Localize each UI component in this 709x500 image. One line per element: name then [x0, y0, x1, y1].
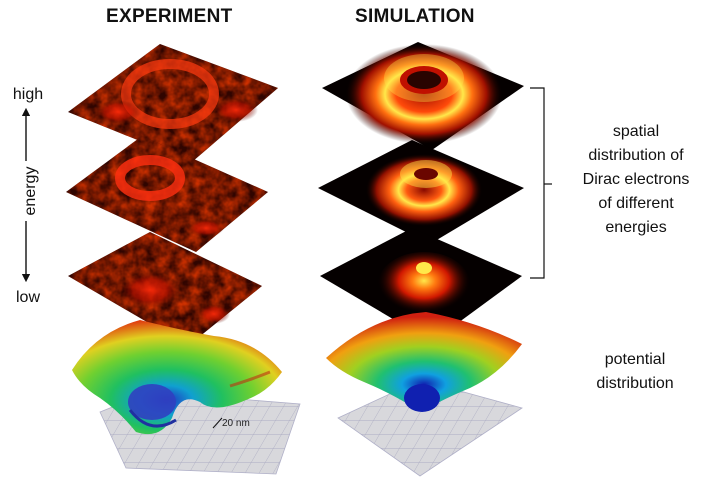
simulation-layer-high	[322, 42, 524, 150]
energy-low-label: low	[15, 289, 40, 306]
caption-line: Dirac electrons	[582, 171, 690, 188]
scale-bar-label: 20 nm	[222, 418, 250, 429]
scale-bar-marker	[212, 417, 223, 429]
caption-line: distribution	[596, 375, 674, 392]
caption-line: distribution of	[588, 147, 684, 164]
energy-range-bracket	[530, 87, 552, 279]
potential-distribution-caption: potential distribution	[566, 348, 704, 396]
energy-high-label: high	[12, 86, 44, 103]
experiment-title: EXPERIMENT	[106, 6, 233, 27]
simulation-title: SIMULATION	[355, 6, 475, 27]
experiment-layer-high	[68, 44, 278, 162]
simulation-layer-mid	[318, 140, 524, 244]
experiment-layer-low	[68, 232, 262, 346]
caption-line: spatial	[612, 123, 660, 140]
energy-axis-label: energy	[22, 161, 40, 221]
caption-line: potential	[604, 351, 666, 368]
simulation-layer-low	[320, 228, 522, 342]
spatial-distribution-caption: spatial distribution of Dirac electrons …	[567, 120, 705, 240]
simulation-potential-surface	[326, 312, 523, 477]
caption-line: energies	[605, 219, 667, 236]
experiment-potential-surface	[72, 320, 301, 475]
caption-line: of different	[598, 195, 674, 212]
experiment-layer-mid	[66, 136, 268, 252]
